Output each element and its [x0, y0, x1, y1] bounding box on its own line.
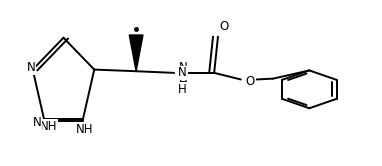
Text: N: N [177, 66, 186, 79]
Text: N
H: N H [178, 61, 187, 88]
Text: N: N [26, 61, 35, 74]
Text: O: O [246, 75, 255, 88]
Text: NH: NH [76, 123, 93, 136]
Text: NH: NH [39, 120, 57, 132]
Text: O: O [219, 20, 228, 33]
Text: H: H [177, 83, 186, 96]
Text: N: N [26, 61, 35, 74]
Polygon shape [129, 35, 143, 71]
Text: N: N [32, 116, 41, 129]
